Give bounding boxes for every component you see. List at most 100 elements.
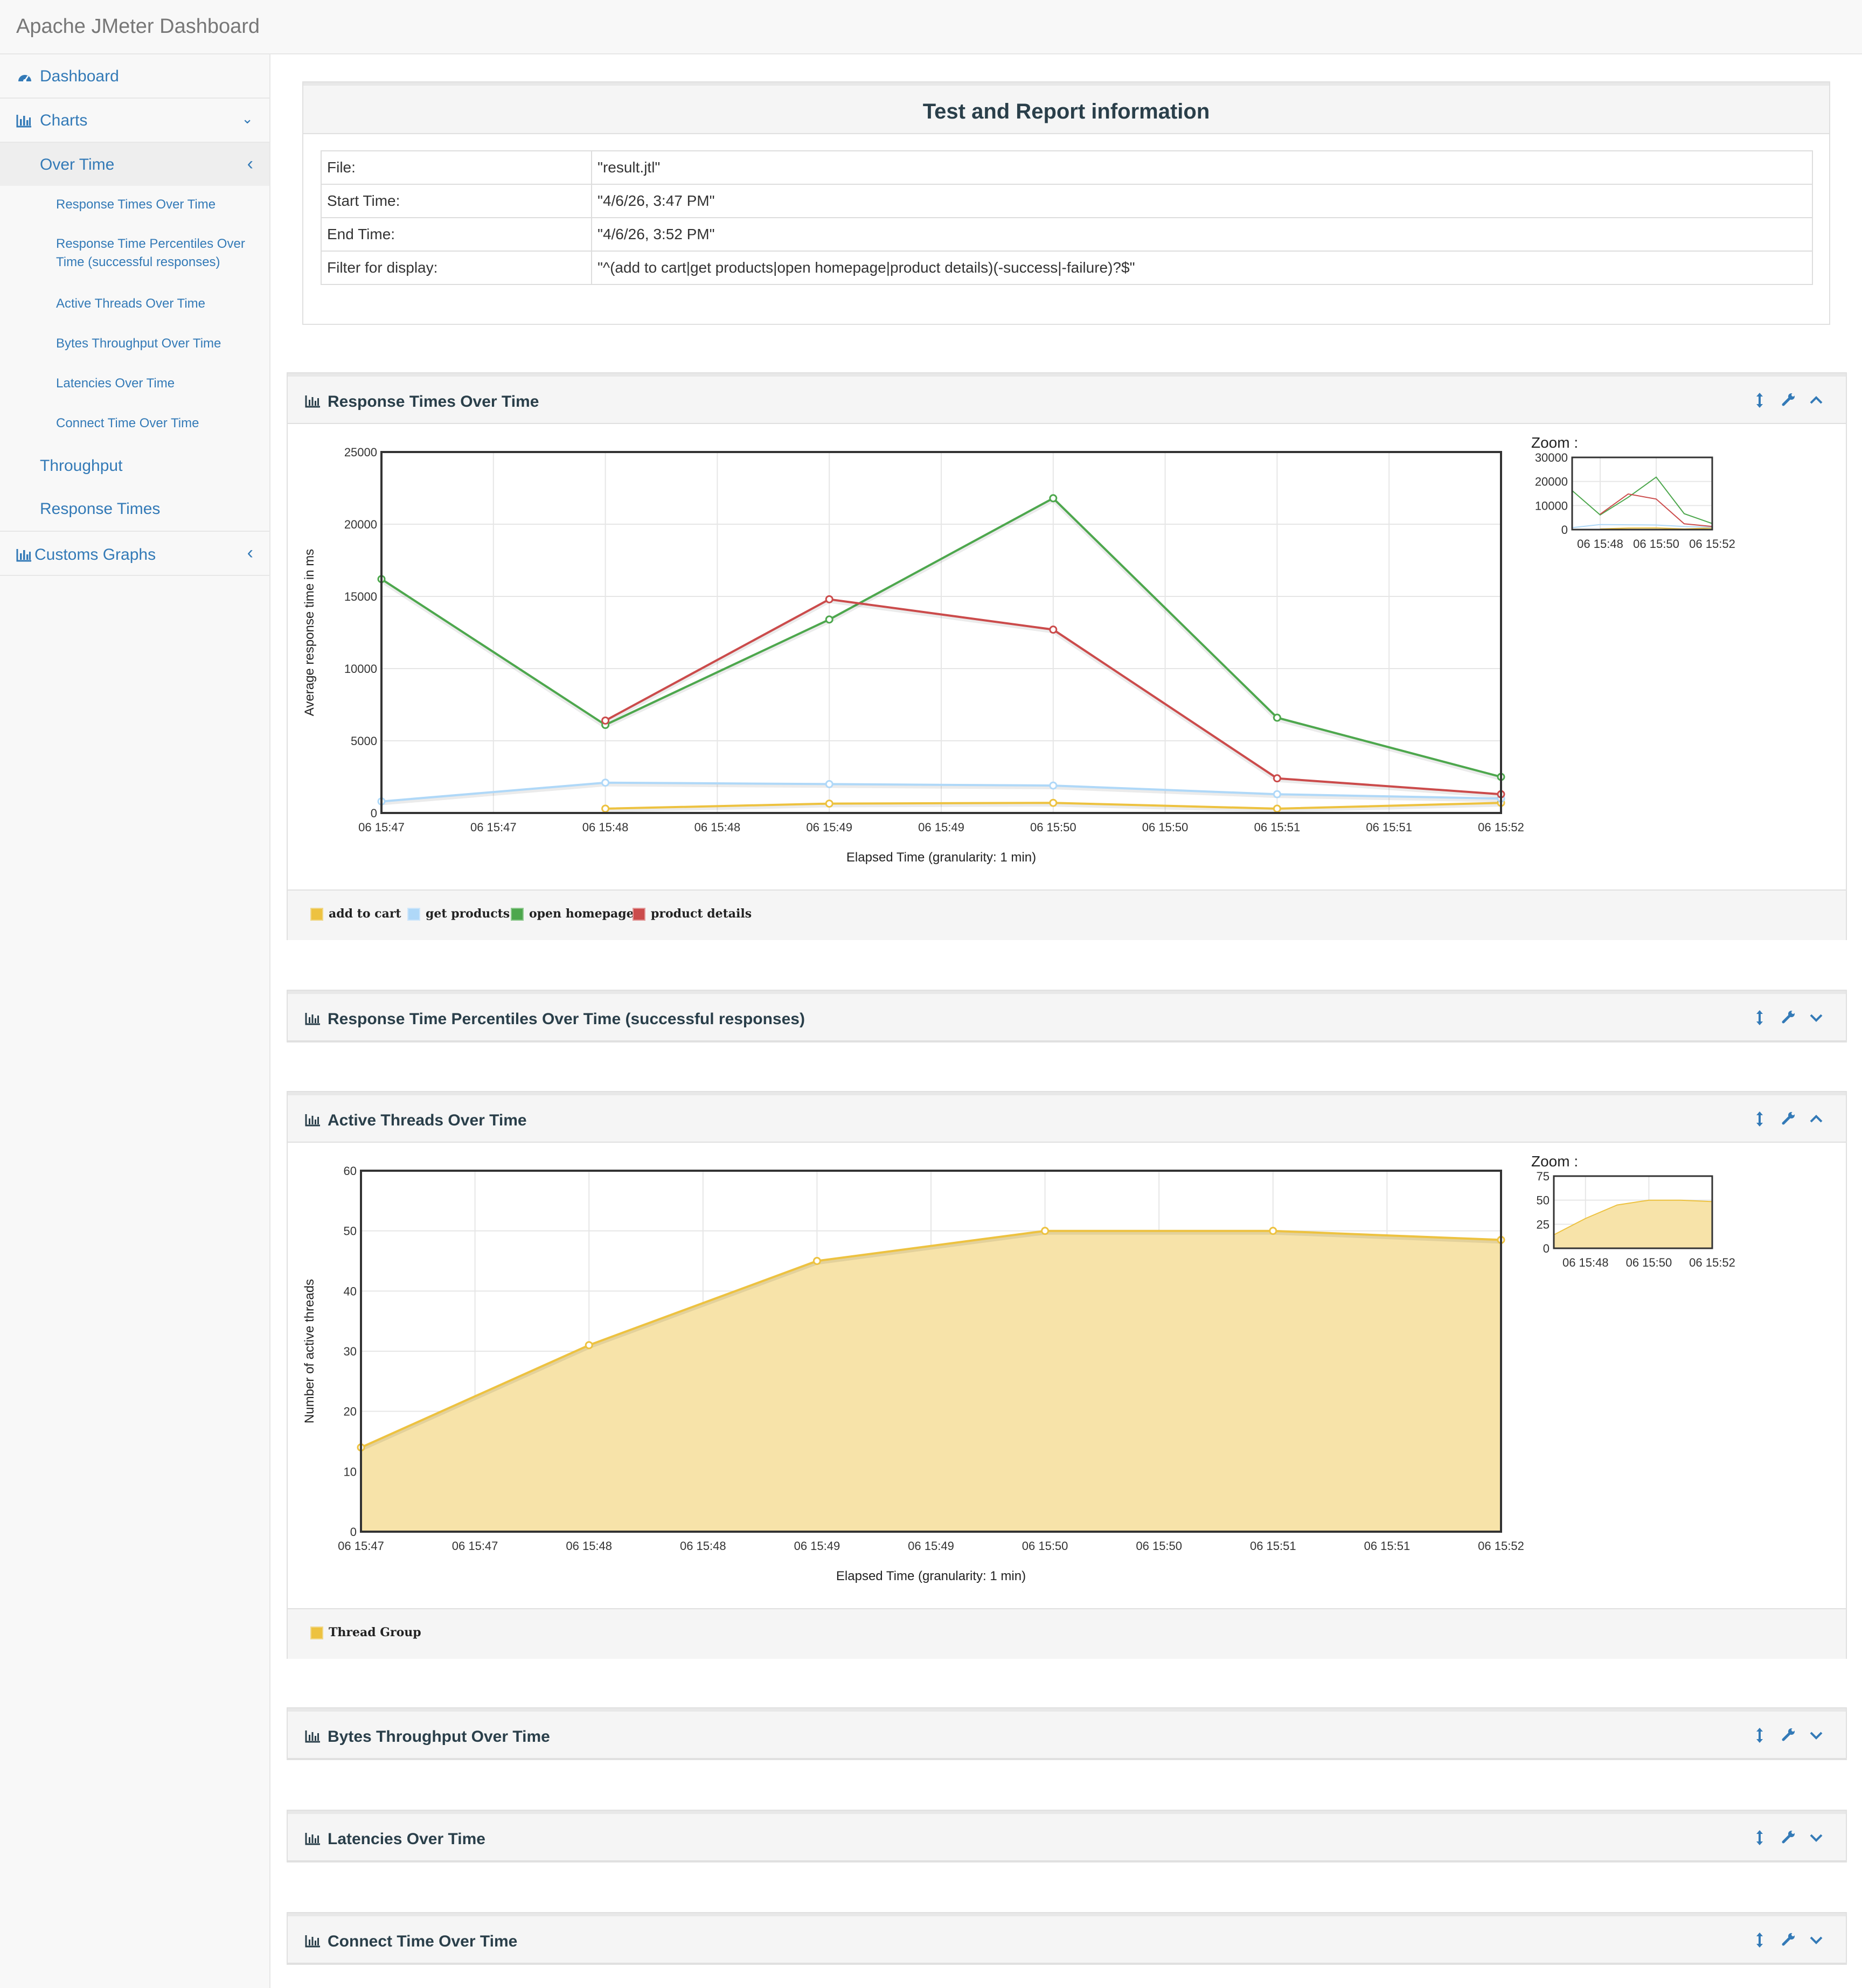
data-point [601,778,610,787]
x-tick-label: 06 15:49 [908,1539,954,1553]
sidebar-item-customs-graphs[interactable]: Customs Graphs ‹ [0,531,269,576]
wrench-icon[interactable] [1781,1727,1796,1746]
sidebar-over-time-label[interactable]: Over Time [40,156,115,173]
top-navbar: Apache JMeter Dashboard [0,0,1862,54]
wrench-icon[interactable] [1781,1110,1796,1130]
bar-chart-icon [305,1832,321,1848]
panel-heading: Connect Time Over Time [288,1913,1846,1964]
connect-time-panel: Connect Time Over Time [287,1912,1847,1965]
x-tick-label: 06 15:50 [1142,821,1189,834]
chevron-down-icon[interactable] [1809,1727,1823,1745]
zoom-label: Zoom : [1531,434,1578,451]
zoom-y-tick-label: 30000 [1535,451,1568,464]
y-tick-label: 10000 [344,662,377,676]
resize-vertical-icon[interactable] [1754,392,1765,413]
sidebar-subitem-response-times[interactable]: Response Times Over Time [56,197,216,212]
sidebar-item-dashboard[interactable]: Dashboard [0,54,269,99]
sidebar-subitem-latencies[interactable]: Latencies Over Time [56,376,175,391]
sidebar-subitem-bytes-throughput[interactable]: Bytes Throughput Over Time [56,336,221,351]
series-line [380,497,1502,778]
panel-title: Active Threads Over Time [328,1111,527,1129]
sidebar-item-over-time[interactable]: Over Time ‹ [0,143,269,186]
resize-vertical-icon[interactable] [1754,1931,1765,1953]
chevron-up-icon[interactable] [1809,392,1823,410]
chevron-down-icon[interactable] [1809,1931,1823,1950]
sidebar-subitem-percentiles[interactable]: Response Time Percentiles Over Time (suc… [56,237,245,269]
wrench-icon[interactable] [1781,1009,1796,1028]
resize-vertical-icon[interactable] [1754,1829,1765,1851]
wrench-icon[interactable] [1781,1931,1796,1951]
legend-swatch[interactable] [310,908,323,921]
y-tick-label: 0 [350,1525,357,1539]
resize-vertical-icon[interactable] [1754,1727,1765,1748]
sidebar-item-response-times[interactable]: Response Times [40,500,161,518]
wrench-icon[interactable] [1781,392,1796,411]
sidebar-subitem-active-threads[interactable]: Active Threads Over Time [56,296,205,311]
chevron-left-icon[interactable]: ‹ [247,154,253,174]
sidebar-subitem-connect-time[interactable]: Connect Time Over Time [56,416,199,430]
y-tick-label: 5000 [351,734,377,748]
sidebar: Dashboard Charts ⌄ Over Time ‹ Response … [0,54,270,1988]
zoom-label: Zoom : [1531,1153,1578,1170]
resize-vertical-icon[interactable] [1754,1110,1765,1132]
x-axis-label: Elapsed Time (granularity: 1 min) [836,1569,1026,1583]
zoom-y-tick-label: 0 [1543,1242,1550,1255]
legend-swatch[interactable] [633,908,645,921]
legend-label[interactable]: add to cart [329,907,401,921]
series-line [381,781,1502,803]
sidebar-charts-label[interactable]: Charts [40,112,88,129]
wrench-icon[interactable] [1781,1829,1796,1848]
panel-heading: Response Time Percentiles Over Time (suc… [288,991,1846,1041]
x-tick-label: 06 15:49 [918,821,964,834]
panel-heading: Bytes Throughput Over Time [288,1708,1846,1759]
info-key: End Time: [321,217,592,252]
data-point [1273,804,1281,813]
x-tick-label: 06 15:50 [1136,1539,1182,1553]
chevron-up-icon[interactable] [1809,1110,1823,1129]
zoom-series-line [1600,527,1713,530]
brand-link[interactable]: Apache JMeter Dashboard [16,15,260,38]
response-times-chart[interactable]: 06 15:47 06 15:47 06 15:48 06 15:48 06 15:49… [288,425,1846,889]
x-tick-label: 06 15:51 [1364,1539,1411,1553]
legend-label[interactable]: Thread Group [329,1625,421,1639]
sidebar-item-charts[interactable]: Charts ⌄ [0,99,269,143]
series-shadow [381,782,1502,805]
zoom-border [1553,1175,1713,1249]
legend-label[interactable]: product details [651,907,752,921]
data-point [1273,774,1281,783]
x-tick-label: 06 15:51 [1250,1539,1296,1553]
chevron-left-icon[interactable]: ‹ [247,543,253,563]
x-tick-label: 06 15:49 [794,1539,840,1553]
y-tick-label: 20 [344,1405,357,1419]
sidebar-item-throughput[interactable]: Throughput [40,457,123,475]
chevron-down-icon[interactable] [1809,1009,1823,1027]
zoom-series-line [1553,1199,1713,1235]
chevron-down-icon[interactable] [1809,1829,1823,1847]
sidebar-customs-graphs-label[interactable]: Customs Graphs [34,546,156,564]
chevron-down-icon[interactable]: ⌄ [241,110,253,127]
plot-border [380,451,1502,814]
zoom-x-tick-label: 06 15:52 [1689,1256,1735,1269]
legend-label[interactable]: open homepage [529,907,634,921]
series-shadow [380,497,1502,781]
legend-label[interactable]: get products [426,907,510,921]
info-value: "4/6/26, 3:52 PM" [591,217,1813,252]
data-point [585,1341,593,1350]
data-point [1049,625,1058,634]
panel-heading: Active Threads Over Time [288,1092,1846,1143]
info-value: "4/6/26, 3:47 PM" [591,184,1813,218]
active-threads-chart[interactable]: 06 15:47 06 15:47 06 15:48 06 15:48 06 15:49… [288,1144,1846,1608]
legend-swatch[interactable] [511,908,524,921]
bar-chart-icon [305,1935,321,1950]
y-tick-label: 15000 [344,590,377,603]
zoom-x-tick-label: 06 15:48 [1562,1256,1609,1269]
data-point [825,800,833,808]
y-tick-label: 25000 [344,446,377,459]
x-tick-label: 06 15:48 [582,821,629,834]
table-row: File: "result.jtl" [321,150,1813,185]
legend-swatch[interactable] [407,908,420,921]
legend-swatch[interactable] [310,1626,323,1639]
sidebar-dashboard-label[interactable]: Dashboard [40,67,119,85]
y-axis-label: Average response time in ms [302,549,317,716]
resize-vertical-icon[interactable] [1754,1009,1765,1031]
